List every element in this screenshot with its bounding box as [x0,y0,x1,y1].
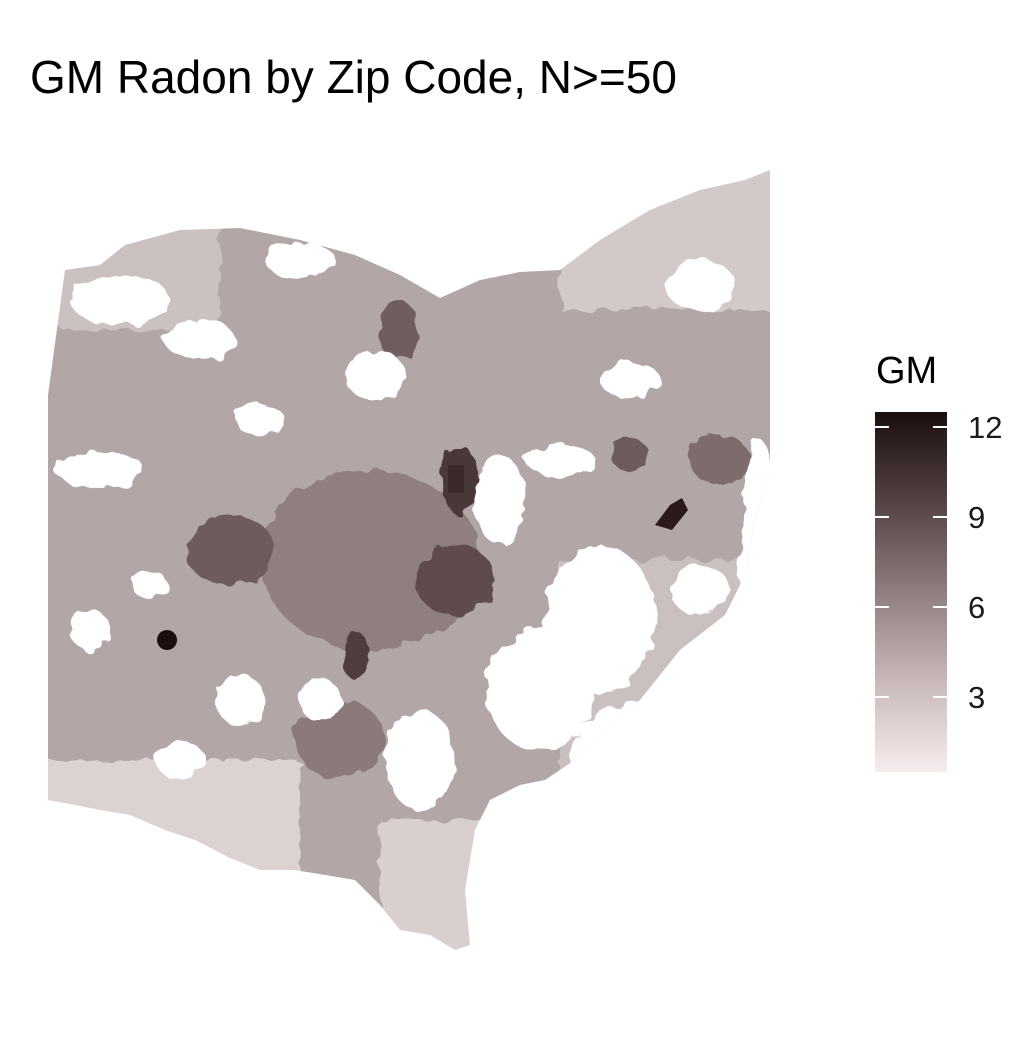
zip-region-dark-south-central [341,631,369,679]
legend-title: GM [876,350,938,392]
zip-region-east [690,435,750,485]
legend-tick-label: 9 [968,500,985,535]
legend-ticks: 3 6 9 12 [875,410,1002,715]
map-title: GM Radon by Zip Code, N>=50 [30,51,677,103]
legend-tick-label: 6 [968,590,985,625]
zip-region-dark-central [415,545,495,615]
legend-tick-label: 12 [968,410,1002,445]
zip-hotspot-east [655,498,688,530]
zip-hotspot-north-central [448,465,464,493]
zip-region-south-central [295,700,385,780]
zip-region-dark-north [378,300,418,360]
zip-region-central [260,470,480,650]
zip-region-dark-west [185,515,275,585]
zip-region-east-dark [610,440,650,470]
legend-colorbar [875,412,947,772]
zip-hotspot-southwest [157,630,177,650]
legend-tick-label: 3 [968,680,985,715]
